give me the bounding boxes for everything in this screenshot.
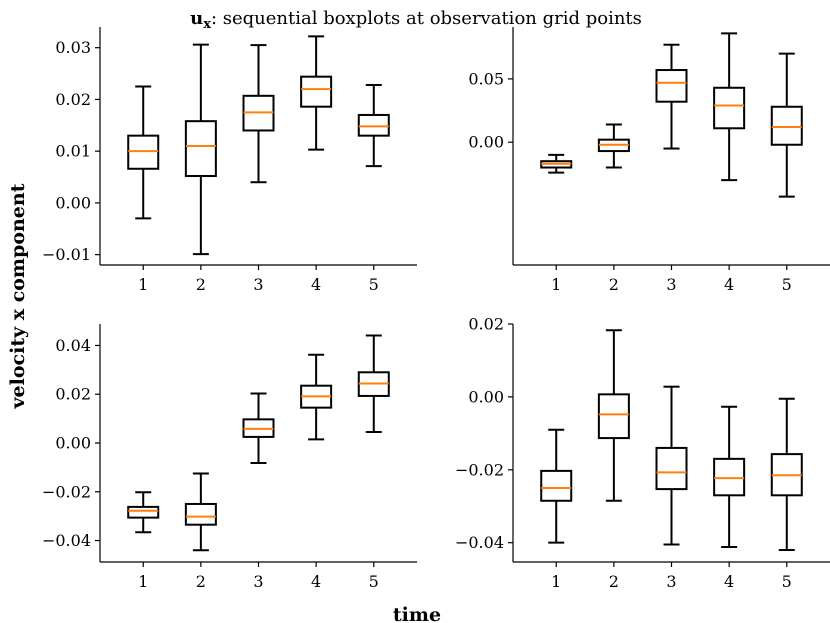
x-axis-title: time: [393, 604, 441, 623]
box: [127, 505, 160, 519]
box: [655, 69, 688, 103]
x-tick-label: 5: [782, 572, 792, 591]
x-tick-label: 3: [666, 275, 676, 294]
x-tick-label: 2: [609, 275, 619, 294]
title-rest: : sequential boxplots at observation gri…: [211, 8, 642, 29]
x-tick-label: 5: [369, 275, 379, 294]
y-tick-label: −0.02: [42, 482, 91, 501]
y-tick-label: 0.03: [55, 38, 91, 57]
box: [127, 134, 160, 170]
box: [540, 469, 573, 502]
y-tick-label: −0.04: [42, 531, 91, 550]
x-tick-label: 2: [196, 572, 206, 591]
x-tick-label: 1: [138, 275, 148, 294]
y-tick-label: 0.02: [55, 385, 91, 404]
y-tick-label: 0.00: [55, 193, 91, 212]
x-tick-label: 1: [551, 572, 561, 591]
y-tick-label: 0.00: [55, 434, 91, 453]
x-tick-label: 4: [724, 572, 734, 591]
y-tick-label: 0.01: [55, 142, 91, 161]
x-tick-label: 4: [724, 275, 734, 294]
figure-title: ux: sequential boxplots at observation g…: [190, 8, 642, 32]
panel-top-right: 0.00 0.05 1 2 3 4 5: [468, 27, 830, 294]
x-tick-label: 2: [196, 275, 206, 294]
y-tick-label: 0.02: [468, 315, 504, 334]
panel-bottom-left: −0.04 −0.02 0.00 0.02 0.04 1 2 3 4 5: [42, 324, 417, 591]
x-tick-label: 4: [311, 275, 321, 294]
y-tick-label: −0.02: [455, 460, 504, 479]
y-tick-label: 0.00: [468, 387, 504, 406]
y-tick-label: −0.01: [42, 245, 91, 264]
y-tick-label: −0.04: [455, 533, 504, 552]
y-tick-label: 0.04: [55, 336, 91, 355]
box: [770, 105, 803, 146]
x-tick-label: 5: [369, 572, 379, 591]
title-subscript: x: [203, 17, 211, 32]
title-prefix: u: [190, 8, 203, 29]
x-tick-label: 1: [551, 275, 561, 294]
x-tick-label: 1: [138, 572, 148, 591]
box: [713, 457, 746, 497]
y-tick-label: 0.00: [468, 133, 504, 152]
box: [184, 502, 217, 526]
box: [655, 446, 688, 491]
box: [713, 86, 746, 130]
x-tick-label: 3: [666, 572, 676, 591]
y-tick-label: 0.05: [468, 69, 504, 88]
panel-bottom-right: −0.04 −0.02 0.00 0.02 1 2 3 4 5: [455, 315, 830, 591]
panel-top-left: −0.01 0.00 0.01 0.02 0.03 1 2 3 4 5: [42, 27, 417, 294]
x-tick-label: 5: [782, 275, 792, 294]
box: [300, 75, 333, 108]
x-tick-label: 3: [253, 275, 263, 294]
box: [184, 120, 217, 178]
y-axis-title: velocity x component: [7, 183, 29, 409]
x-tick-label: 3: [253, 572, 263, 591]
x-tick-label: 2: [609, 572, 619, 591]
box: [597, 393, 630, 440]
x-tick-label: 4: [311, 572, 321, 591]
box: [357, 113, 390, 137]
y-tick-label: 0.02: [55, 90, 91, 109]
